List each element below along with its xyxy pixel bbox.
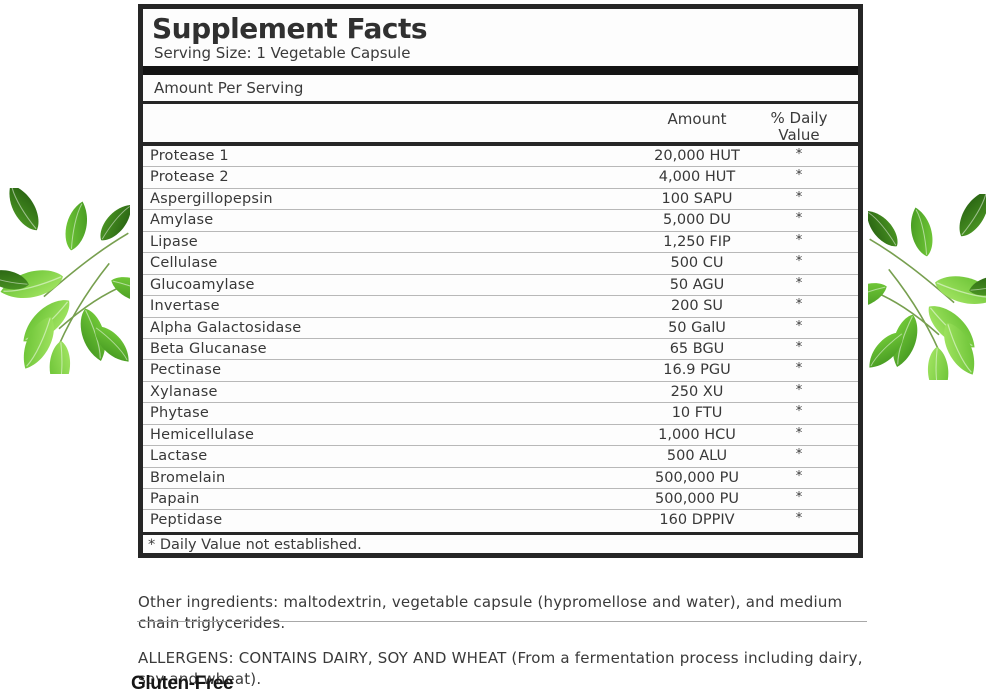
thick-divider-bar <box>143 66 858 75</box>
ingredient-name: Pectinase <box>150 362 222 379</box>
serving-size: Serving Size: 1 Vegetable Capsule <box>154 44 411 62</box>
ingredient-amount: 65 BGU <box>669 340 725 357</box>
ingredient-daily-value: * <box>795 447 803 463</box>
ingredient-name: Bromelain <box>150 469 226 486</box>
ingredient-amount: 250 XU <box>670 383 724 400</box>
ingredient-name: Alpha Galactosidase <box>150 319 302 336</box>
ingredient-name: Xylanase <box>150 383 218 400</box>
ingredient-daily-value: * <box>795 275 803 291</box>
ingredient-daily-value: * <box>795 211 803 227</box>
ingredient-row: Aspergillopepsin 100 SAPU * <box>143 189 858 211</box>
ingredient-amount: 50 GalU <box>668 319 726 336</box>
ingredient-row: Lactase 500 ALU * <box>143 446 858 468</box>
divider <box>143 532 858 535</box>
amount-per-serving-label: Amount Per Serving <box>154 79 304 97</box>
ingredient-name: Lipase <box>150 233 198 250</box>
gluten-free-claim: Gluten-Free <box>131 673 234 694</box>
ingredient-daily-value: * <box>795 254 803 270</box>
ingredient-row: Beta Glucanase 65 BGU * <box>143 339 858 361</box>
ingredient-name: Lactase <box>150 448 208 465</box>
ingredient-daily-value: * <box>795 382 803 398</box>
ingredient-amount: 1,250 FIP <box>663 233 731 250</box>
ingredient-row: Phytase 10 FTU * <box>143 403 858 425</box>
section-divider <box>137 621 867 622</box>
ingredient-daily-value: * <box>795 404 803 420</box>
ingredient-daily-value: * <box>795 468 803 484</box>
supplement-facts-panel: Supplement Facts Serving Size: 1 Vegetab… <box>138 4 863 558</box>
ingredient-amount: 160 DPPIV <box>659 512 735 529</box>
ingredient-amount: 500 ALU <box>666 448 728 465</box>
ingredient-amount: 10 FTU <box>671 405 723 422</box>
ingredient-name: Phytase <box>150 405 209 422</box>
divider <box>143 142 858 146</box>
ingredient-amount: 200 SU <box>670 298 724 315</box>
ingredient-row: Peptidase 160 DPPIV * <box>143 510 858 531</box>
divider <box>143 101 858 104</box>
ingredient-row: Protease 1 20,000 HUT * <box>143 146 858 168</box>
leaf-decoration-left-icon <box>0 188 130 374</box>
ingredient-daily-value: * <box>795 297 803 313</box>
ingredient-row: Glucoamylase 50 AGU * <box>143 275 858 297</box>
ingredient-row: Lipase 1,250 FIP * <box>143 232 858 254</box>
ingredient-amount: 500 CU <box>670 255 724 272</box>
table-header-row: Amount % Daily Value <box>143 104 858 144</box>
ingredient-name: Cellulase <box>150 255 218 272</box>
ingredient-amount: 1,000 HCU <box>658 426 736 443</box>
ingredient-row: Invertase 200 SU * <box>143 296 858 318</box>
ingredient-name: Peptidase <box>150 512 223 529</box>
ingredient-name: Beta Glucanase <box>150 340 267 357</box>
ingredient-amount: 100 SAPU <box>661 190 733 207</box>
ingredient-name: Protease 1 <box>150 148 229 164</box>
ingredient-name: Hemicellulase <box>150 426 255 443</box>
ingredient-row: Pectinase 16.9 PGU * <box>143 360 858 382</box>
ingredient-name: Papain <box>150 491 200 507</box>
ingredient-row: Xylanase 250 XU * <box>143 382 858 404</box>
ingredient-daily-value: * <box>795 425 803 441</box>
ingredient-daily-value: * <box>795 168 803 184</box>
ingredient-name: Glucoamylase <box>150 276 255 293</box>
ingredient-name: Amylase <box>150 212 214 229</box>
ingredient-name: Invertase <box>150 298 220 315</box>
ingredient-amount: 500,000 PU <box>655 491 739 507</box>
ingredient-amount: 500,000 PU <box>655 469 739 486</box>
ingredient-daily-value: * <box>795 232 803 248</box>
ingredient-name: Aspergillopepsin <box>150 190 273 207</box>
ingredient-daily-value: * <box>795 511 803 527</box>
ingredient-name: Protease 2 <box>150 169 229 186</box>
other-ingredients-text: Other ingredients: maltodextrin, vegetab… <box>138 593 843 632</box>
ingredient-row: Cellulase 500 CU * <box>143 253 858 275</box>
amount-column-header: Amount <box>667 110 727 128</box>
ingredient-daily-value: * <box>795 189 803 205</box>
ingredient-row: Bromelain 500,000 PU * <box>143 468 858 489</box>
ingredient-row: Amylase 5,000 DU * <box>143 210 858 232</box>
ingredient-daily-value: * <box>795 361 803 377</box>
ingredient-daily-value: * <box>795 490 803 505</box>
allergens-text: ALLERGENS: CONTAINS DAIRY, SOY AND WHEAT… <box>138 649 863 688</box>
daily-value-footnote: * Daily Value not established. <box>148 537 362 553</box>
ingredient-daily-value: * <box>795 318 803 334</box>
ingredient-daily-value: * <box>795 147 803 162</box>
ingredient-amount: 4,000 HUT <box>658 169 736 186</box>
ingredient-row: Papain 500,000 PU * <box>143 489 858 511</box>
leaf-decoration-right-icon <box>868 194 986 380</box>
ingredient-row: Hemicellulase 1,000 HCU * <box>143 425 858 447</box>
ingredient-amount: 50 AGU <box>669 276 725 293</box>
panel-title: Supplement Facts <box>152 12 428 45</box>
ingredient-row: Alpha Galactosidase 50 GalU * <box>143 318 858 339</box>
ingredient-table: Protease 1 20,000 HUT * Protease 2 4,000… <box>143 146 858 532</box>
ingredient-row: Protease 2 4,000 HUT * <box>143 167 858 189</box>
ingredient-daily-value: * <box>795 339 803 355</box>
ingredient-amount: 16.9 PGU <box>663 362 731 379</box>
ingredient-amount: 20,000 HUT <box>654 148 740 164</box>
ingredient-amount: 5,000 DU <box>663 212 731 229</box>
daily-value-column-header: % Daily Value <box>770 109 828 144</box>
